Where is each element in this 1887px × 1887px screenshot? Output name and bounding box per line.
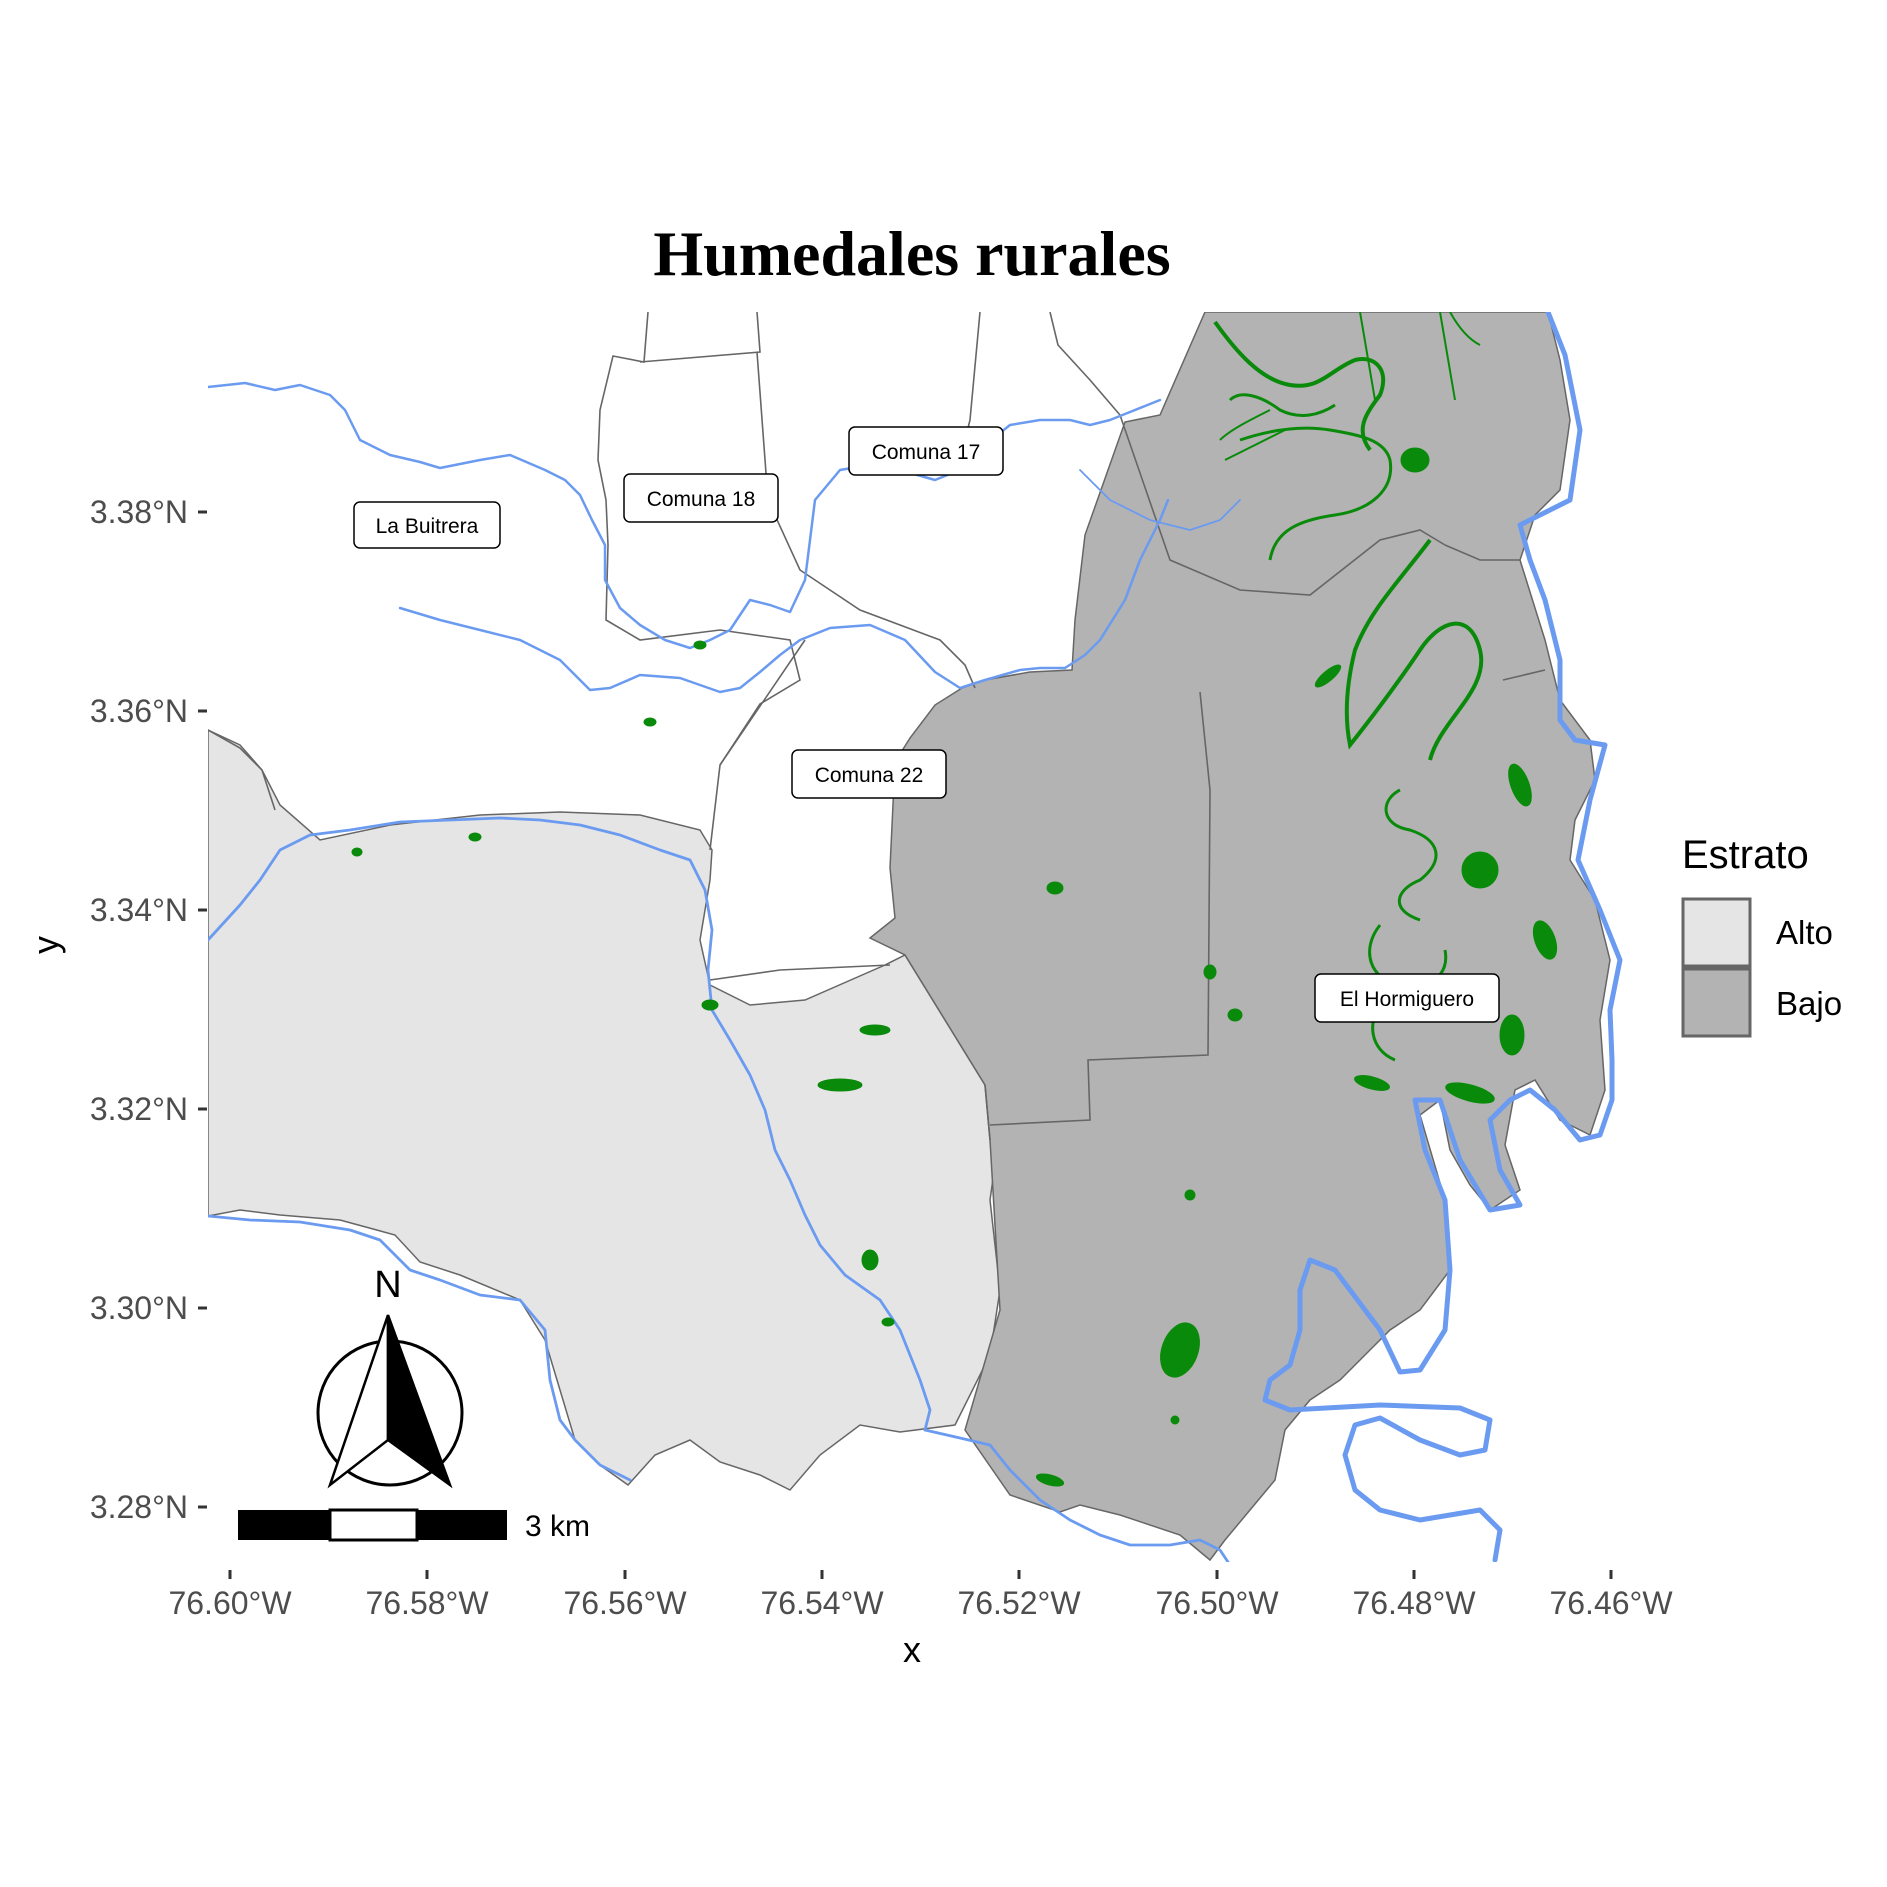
legend-swatch-bajo	[1681, 967, 1752, 1038]
commune-boundaries	[208, 312, 1546, 1141]
x-tick-label: 76.58°W	[365, 1585, 489, 1621]
map-title: Humedales rurales	[653, 218, 1170, 289]
svg-text:Comuna 17: Comuna 17	[872, 441, 981, 464]
x-tick-label: 76.56°W	[563, 1585, 687, 1621]
x-tick-label: 76.52°W	[957, 1585, 1081, 1621]
estrato-alto-region	[208, 729, 1001, 1491]
x-tick-label: 76.46°W	[1549, 1585, 1673, 1621]
legend-title: Estrato	[1682, 833, 1809, 877]
place-label-el-hormiguero: El Hormiguero	[1314, 973, 1500, 1023]
x-tick-label: 76.48°W	[1352, 1585, 1476, 1621]
y-tick-label: 3.36°N	[90, 693, 188, 729]
legend-swatch-alto	[1681, 897, 1752, 968]
place-label-comuna-17: Comuna 17	[848, 426, 1004, 476]
north-arrow: N	[316, 1264, 464, 1489]
legend-label-alto: Alto	[1776, 914, 1833, 951]
y-tick-label: 3.32°N	[90, 1091, 188, 1127]
y-axis: 3.38°N 3.36°N 3.34°N 3.32°N 3.30°N 3.28°…	[25, 494, 207, 1525]
y-tick-label: 3.34°N	[90, 892, 188, 928]
map-panel: La Buitrera Comuna 18 Comuna 17 Comuna 2…	[208, 312, 1623, 1562]
x-tick-label: 76.60°W	[168, 1585, 292, 1621]
y-tick-label: 3.30°N	[90, 1290, 188, 1326]
north-label: N	[374, 1264, 401, 1306]
scale-bar: 3 km	[238, 1508, 590, 1543]
svg-text:La Buitrera: La Buitrera	[376, 515, 479, 538]
legend: Estrato Alto Bajo	[1681, 833, 1842, 1038]
place-label-la-buitrera: La Buitrera	[353, 501, 501, 549]
y-tick-label: 3.38°N	[90, 494, 188, 530]
svg-text:Comuna 18: Comuna 18	[647, 488, 756, 511]
x-axis-title: x	[903, 1629, 921, 1670]
x-axis: 76.60°W 76.58°W 76.56°W 76.54°W 76.52°W …	[168, 1570, 1673, 1670]
y-tick-label: 3.28°N	[90, 1489, 188, 1525]
svg-text:El Hormiguero: El Hormiguero	[1340, 988, 1474, 1011]
y-axis-title: y	[25, 936, 66, 954]
legend-label-bajo: Bajo	[1776, 985, 1842, 1022]
svg-text:Comuna 22: Comuna 22	[815, 764, 924, 787]
place-label-comuna-18: Comuna 18	[623, 473, 779, 523]
place-label-comuna-22: Comuna 22	[791, 749, 947, 799]
x-tick-label: 76.54°W	[760, 1585, 884, 1621]
scale-bar-label: 3 km	[525, 1510, 590, 1543]
x-tick-label: 76.50°W	[1155, 1585, 1279, 1621]
